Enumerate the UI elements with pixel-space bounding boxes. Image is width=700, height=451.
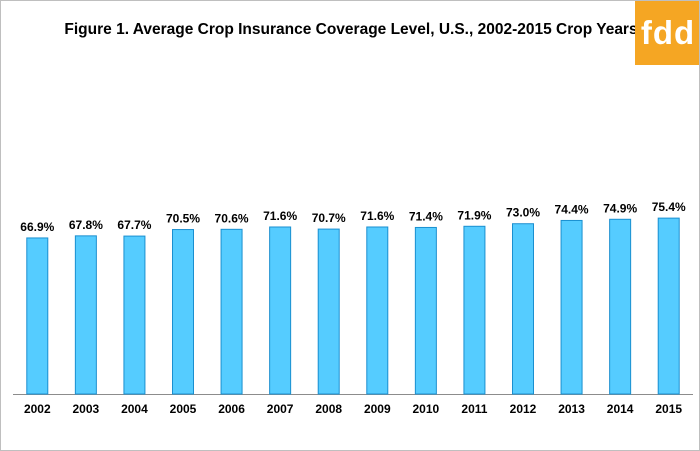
bar-2010 <box>414 226 437 395</box>
x-tick-2015: 2015 <box>655 402 682 416</box>
logo-text: fdd <box>640 14 696 51</box>
x-tick-2007: 2007 <box>267 402 294 416</box>
data-label-2012: 73.0% <box>506 206 540 220</box>
bar-2013 <box>560 219 583 395</box>
bar-2005 <box>172 229 194 395</box>
x-tick-2009: 2009 <box>364 402 391 416</box>
data-label-2006: 70.6% <box>215 211 249 225</box>
x-tick-2008: 2008 <box>315 402 342 416</box>
data-label-2004: 67.7% <box>117 218 151 232</box>
data-label-2015: 75.4% <box>652 200 686 214</box>
data-label-2003: 67.8% <box>69 218 103 232</box>
bar-2004 <box>123 235 146 395</box>
data-label-2014: 74.9% <box>603 201 637 215</box>
x-tick-2005: 2005 <box>170 402 197 416</box>
x-tick-2002: 2002 <box>24 402 51 416</box>
bar-2002 <box>26 237 49 395</box>
bar-2012 <box>512 223 534 395</box>
bar-2007 <box>269 226 292 395</box>
x-tick-2013: 2013 <box>558 402 585 416</box>
bar-2015 <box>657 217 680 395</box>
data-label-2010: 71.4% <box>409 209 443 223</box>
bar-2011 <box>463 225 486 395</box>
fdd-logo: fdd <box>635 1 699 65</box>
data-label-2011: 71.9% <box>457 208 491 222</box>
x-tick-2003: 2003 <box>73 402 100 416</box>
chart-title: Figure 1. Average Crop Insurance Coverag… <box>64 21 638 38</box>
data-label-2002: 66.9% <box>20 220 54 234</box>
data-label-2008: 70.7% <box>312 211 346 225</box>
bar-2014 <box>609 218 632 395</box>
data-label-2013: 74.4% <box>555 202 589 216</box>
x-tick-2006: 2006 <box>218 402 245 416</box>
x-tick-2011: 2011 <box>461 402 487 416</box>
x-tick-2004: 2004 <box>121 402 148 416</box>
bar-2006 <box>220 228 243 395</box>
x-tick-2012: 2012 <box>510 402 537 416</box>
data-label-2009: 71.6% <box>360 209 394 223</box>
data-label-2007: 71.6% <box>263 209 297 223</box>
bar-2003 <box>74 235 97 395</box>
x-tick-2010: 2010 <box>413 402 440 416</box>
bar-2009 <box>366 226 389 395</box>
bar-2008 <box>317 228 340 395</box>
x-tick-2014: 2014 <box>607 402 634 416</box>
data-label-2005: 70.5% <box>166 212 200 226</box>
